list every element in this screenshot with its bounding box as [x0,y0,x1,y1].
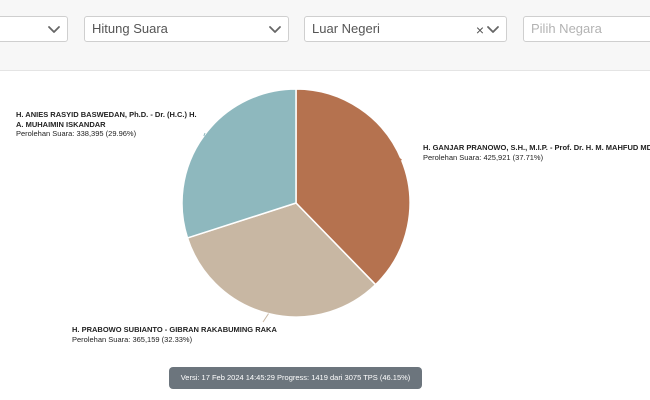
clear-icon[interactable]: × [475,22,484,38]
country-select-placeholder: Pilih Negara [531,21,602,36]
label-anies-name-2: A. MUHAIMIN ISKANDAR [16,119,106,129]
label-ganjar-votes: Perolehan Suara: 425,921 (37.71%) [423,152,544,162]
country-select[interactable]: Pilih Negara [523,16,650,42]
leader-line-prabowo [262,313,269,323]
pie-slice-prabowo[interactable] [186,202,377,318]
pie-slice-anies[interactable] [181,88,297,239]
label-prabowo-votes: Perolehan Suara: 365,159 (32.33%) [72,334,193,344]
version-progress-tooltip: Versi: 17 Feb 2024 14:45:29 Progress: 14… [169,367,422,389]
first-filter-select[interactable] [0,16,68,42]
label-ganjar: H. GANJAR PRANOWO, S.H., M.I.P. - Prof. … [423,143,650,162]
label-prabowo-name: H. PRABOWO SUBIANTO - GIBRAN RAKABUMING … [72,325,277,334]
chevron-down-icon [48,26,60,33]
region-select[interactable]: Luar Negeri × [304,16,507,42]
label-anies-votes: Perolehan Suara: 338,395 (29.96%) [16,129,137,138]
leader-line-anies [203,132,206,137]
label-prabowo: H. PRABOWO SUBIANTO - GIBRAN RAKABUMING … [72,325,277,344]
region-select-value: Luar Negeri [312,21,380,36]
leader-line-ganjar [397,156,402,161]
chevron-down-icon [487,26,499,33]
mode-select[interactable]: Hitung Suara [84,16,289,42]
chevron-down-icon [269,26,281,33]
mode-select-value: Hitung Suara [92,21,168,36]
label-anies: H. ANIES RASYID BASWEDAN, Ph.D. - Dr. (H… [16,110,197,139]
filter-bar: Hitung Suara Luar Negeri × Pilih Negara [0,0,650,71]
label-ganjar-name: H. GANJAR PRANOWO, S.H., M.I.P. - Prof. … [423,143,650,152]
label-anies-name-1: H. ANIES RASYID BASWEDAN, Ph.D. - Dr. (H… [16,110,197,119]
